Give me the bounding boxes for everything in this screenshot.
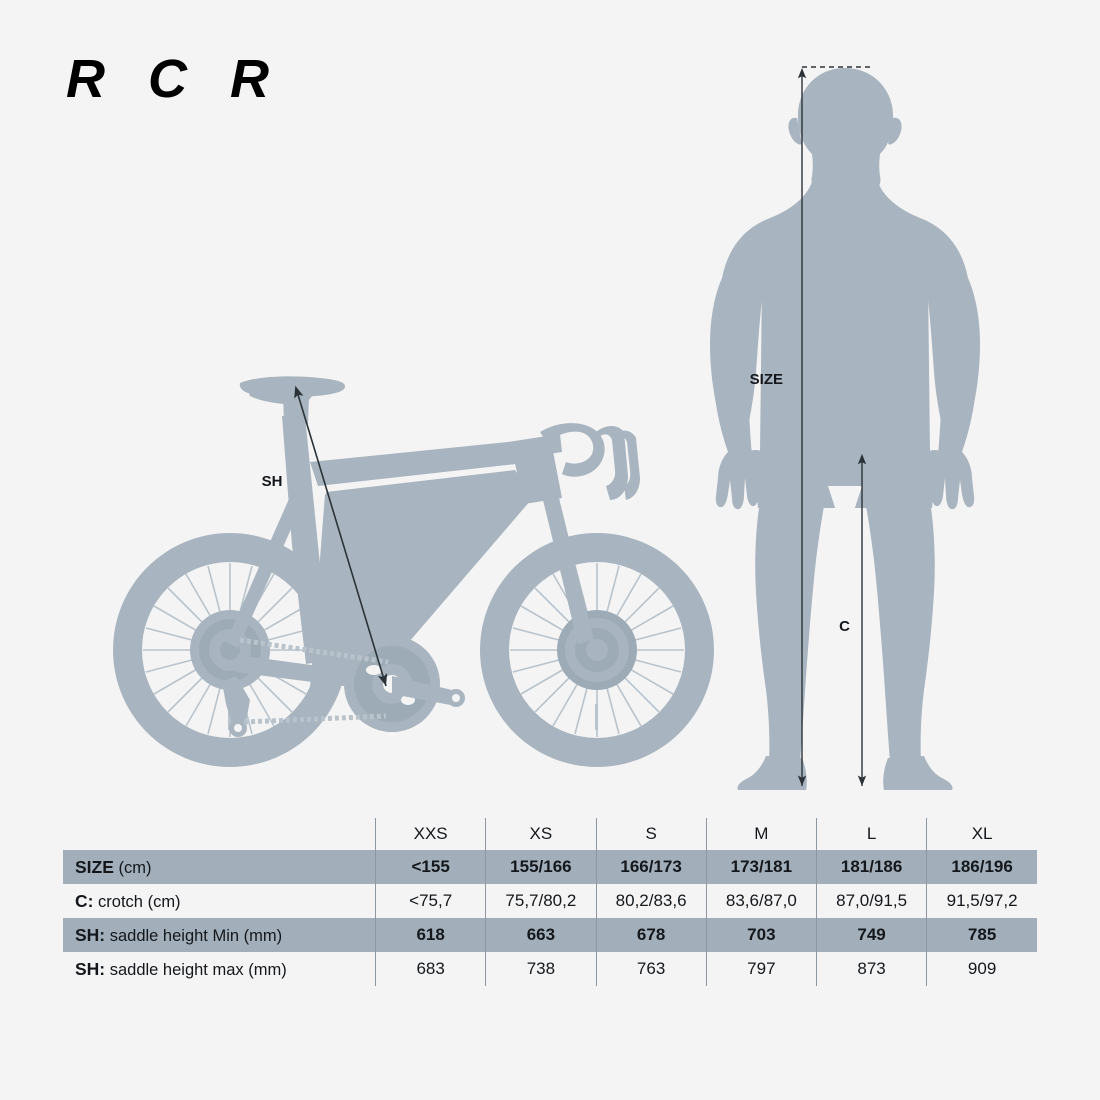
- row-label-crotch: C: crotch (cm): [63, 884, 376, 918]
- rear-derailleur: [222, 676, 250, 737]
- row-label-shmin-strong: SH:: [75, 924, 106, 945]
- illustration-panel: SH: [113, 66, 980, 790]
- cell-crotch-xs: 75,7/80,2: [485, 884, 596, 918]
- cell-shmax-l: 873: [815, 952, 927, 986]
- cell-shmin-s: 678: [595, 918, 707, 952]
- table-header-row: XXS XS S M L XL: [63, 818, 1037, 850]
- cell-crotch-l: 87,0/91,5: [815, 884, 927, 918]
- cell-shmin-xxs: 618: [375, 918, 486, 952]
- table-row-size: SIZE (cm) <155 155/166 166/173 173/181 1…: [63, 850, 1037, 884]
- cell-shmax-xs: 738: [485, 952, 596, 986]
- row-label-shmin-rest: saddle height Min (mm): [105, 926, 283, 945]
- cell-size-xxs: <155: [375, 850, 486, 884]
- column-header-s: S: [595, 818, 707, 850]
- rear-cassette: [190, 610, 270, 690]
- cell-shmax-xxs: 683: [375, 952, 486, 986]
- cell-size-xs: 155/166: [485, 850, 596, 884]
- saddle-height-label: SH: [262, 473, 283, 490]
- cell-shmax-s: 763: [595, 952, 707, 986]
- row-label-crotch-rest: crotch (cm): [93, 892, 181, 911]
- brand-logo: R C R: [66, 49, 283, 109]
- row-label-size-strong: SIZE: [75, 856, 114, 877]
- cell-crotch-m: 83,6/87,0: [705, 884, 817, 918]
- header-blank: [63, 818, 376, 850]
- table-row-saddle-height-min: SH: saddle height Min (mm) 618 663 678 7…: [63, 918, 1037, 952]
- cell-shmax-xl: 909: [926, 952, 1037, 986]
- front-wheel: [480, 533, 714, 767]
- size-measure-label: SIZE: [750, 371, 783, 388]
- column-header-m: M: [705, 818, 817, 850]
- cell-shmin-xs: 663: [485, 918, 596, 952]
- cell-size-m: 173/181: [705, 850, 817, 884]
- cell-crotch-xxs: <75,7: [375, 884, 486, 918]
- table-row-saddle-height-max: SH: saddle height max (mm) 683 738 763 7…: [63, 952, 1037, 986]
- row-label-crotch-strong: C:: [75, 890, 94, 911]
- chain: [239, 637, 389, 725]
- handlebar: [540, 423, 640, 500]
- cell-crotch-s: 80,2/83,6: [595, 884, 707, 918]
- sizing-table: XXS XS S M L XL SIZE (cm) <155 155/166 1…: [63, 818, 1037, 986]
- cell-size-l: 181/186: [815, 850, 927, 884]
- front-disc-rotor: [557, 610, 637, 690]
- size-chart-table: XXS XS S M L XL SIZE (cm) <155 155/166 1…: [63, 818, 1037, 986]
- saddle-height-arrow: [294, 385, 388, 687]
- column-header-xl: XL: [926, 818, 1037, 850]
- cell-shmin-l: 749: [815, 918, 927, 952]
- column-header-l: L: [815, 818, 927, 850]
- column-header-xs: XS: [485, 818, 596, 850]
- row-label-shmax-strong: SH:: [75, 958, 106, 979]
- rider-silhouette: [710, 68, 980, 790]
- row-label-saddle-height-min: SH: saddle height Min (mm): [63, 918, 376, 952]
- row-label-shmax-rest: saddle height max (mm): [105, 960, 287, 979]
- table-row-crotch: C: crotch (cm) <75,7 75,7/80,2 80,2/83,6…: [63, 884, 1037, 918]
- cell-crotch-xl: 91,5/97,2: [926, 884, 1037, 918]
- cell-shmin-xl: 785: [926, 918, 1037, 952]
- cell-size-xl: 186/196: [926, 850, 1037, 884]
- cell-size-s: 166/173: [595, 850, 707, 884]
- row-label-size-rest: (cm): [113, 858, 152, 877]
- row-label-size: SIZE (cm): [63, 850, 376, 884]
- cell-shmin-m: 703: [705, 918, 817, 952]
- column-header-xxs: XXS: [375, 818, 486, 850]
- crotch-measure-label: C: [839, 618, 850, 635]
- bike-silhouette: [113, 376, 714, 767]
- row-label-saddle-height-max: SH: saddle height max (mm): [63, 952, 376, 986]
- cell-shmax-m: 797: [705, 952, 817, 986]
